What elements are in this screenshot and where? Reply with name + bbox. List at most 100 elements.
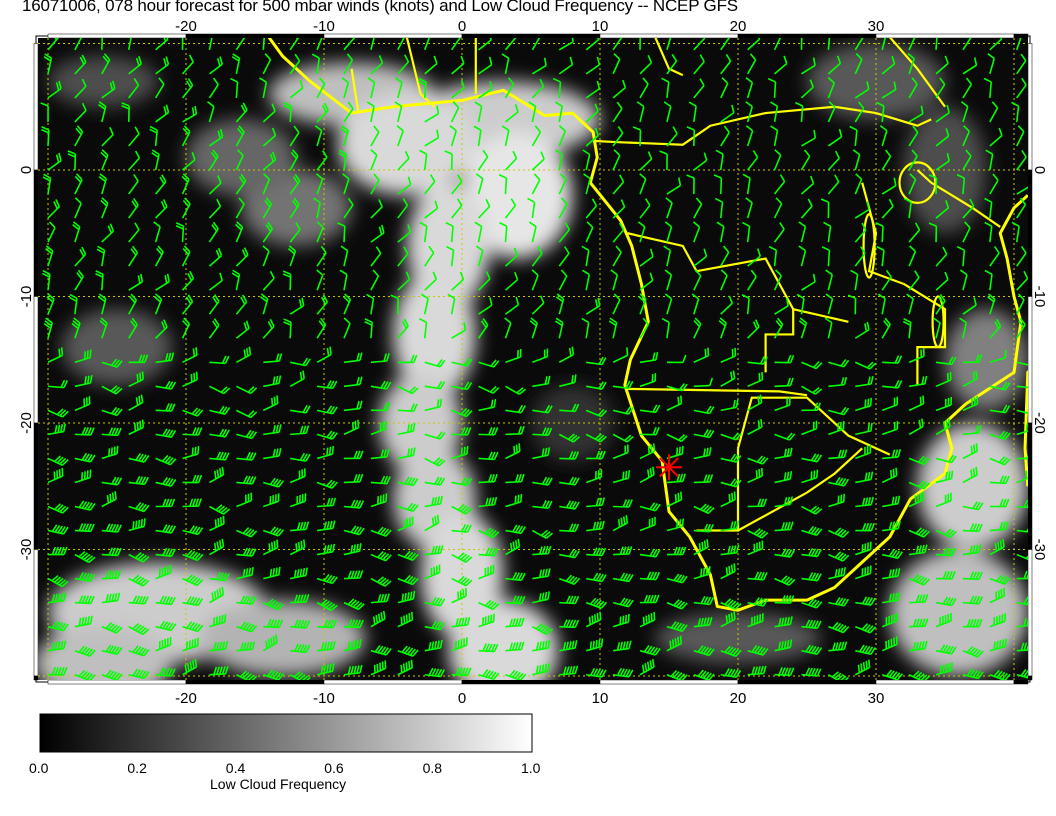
country-border — [737, 447, 863, 532]
wind-barb — [263, 526, 285, 537]
wind-barb — [155, 273, 170, 291]
wind-barb — [908, 222, 921, 243]
wind-barb — [344, 450, 364, 460]
wind-barb — [742, 173, 751, 195]
wind-barb — [208, 198, 222, 219]
wind-barb — [263, 477, 285, 488]
wind-barb — [795, 101, 804, 122]
wind-barb — [340, 125, 349, 147]
wind-barb — [987, 53, 996, 75]
wind-barb — [424, 476, 446, 486]
wind-barb — [612, 572, 634, 583]
lat-lon-grid — [38, 38, 1028, 680]
wind-barb — [74, 572, 96, 583]
wind-barb — [558, 433, 580, 443]
wind-barb — [585, 80, 601, 99]
wind-barb — [559, 549, 580, 559]
wind-barb — [128, 419, 145, 436]
wind-barb — [636, 101, 645, 123]
wind-barb — [558, 222, 571, 243]
wind-barb — [693, 221, 701, 243]
wind-barb — [342, 173, 350, 195]
wind-barb — [1016, 197, 1027, 219]
wind-barb — [531, 622, 554, 636]
wind-barb — [559, 595, 580, 605]
wind-barb — [720, 347, 737, 364]
wind-barb — [989, 456, 1011, 466]
wind-barb — [989, 574, 1011, 585]
wind-barb — [854, 246, 866, 267]
wind-barb — [850, 269, 859, 291]
wind-barb — [451, 637, 468, 652]
wind-barb — [289, 671, 311, 680]
cloud-patch — [531, 385, 614, 461]
wind-barb — [558, 38, 574, 51]
wind-barb — [182, 371, 198, 388]
wind-barb — [962, 125, 971, 147]
wind-barb — [397, 176, 412, 195]
wind-barb — [693, 405, 715, 415]
wind-barb — [209, 466, 225, 484]
wind-barb — [182, 637, 199, 652]
wind-barb — [639, 38, 642, 50]
wind-barb — [693, 152, 708, 171]
wind-barb — [612, 101, 623, 123]
wind-barb — [527, 197, 536, 219]
wind-barb — [101, 476, 123, 486]
wind-barb — [209, 641, 229, 652]
wind-barb — [586, 381, 607, 390]
wind-barb — [935, 644, 957, 655]
wind-barb — [121, 102, 130, 122]
country-border — [405, 38, 436, 108]
wind-barb — [531, 173, 541, 195]
wind-barb — [639, 77, 649, 99]
wind-barb — [181, 270, 195, 291]
wind-barb — [664, 221, 673, 243]
wind-barb — [882, 568, 901, 580]
wind-barb — [666, 473, 686, 484]
wind-barb — [747, 597, 769, 607]
wind-barb — [585, 56, 601, 75]
country-border — [350, 68, 360, 114]
wind-barb — [451, 575, 473, 587]
wind-barb — [935, 612, 952, 628]
wind-barb — [424, 380, 446, 390]
wind-barb — [801, 385, 823, 395]
wind-barb — [691, 293, 700, 315]
wind-barb — [639, 571, 661, 581]
wind-barb — [1016, 125, 1025, 147]
wind-barb — [390, 294, 399, 315]
lat-tick-left: 0 — [18, 166, 35, 174]
wind-barb — [774, 354, 795, 364]
wind-barb — [290, 425, 310, 436]
wind-barb — [855, 522, 875, 532]
wind-barb — [343, 376, 363, 388]
wind-barb — [881, 81, 897, 99]
wind-barb — [693, 78, 705, 99]
wind-barb — [935, 200, 950, 219]
wind-barb — [935, 356, 957, 366]
wind-barb — [828, 376, 848, 388]
wind-barb — [989, 101, 999, 123]
wind-barb — [397, 502, 419, 513]
wind-barb — [935, 470, 954, 484]
wind-barb — [128, 354, 149, 364]
wind-barb — [876, 101, 885, 123]
wind-barb — [720, 104, 735, 123]
wind-barb — [558, 269, 568, 291]
colorbar — [39, 713, 533, 753]
wind-barb — [343, 352, 363, 364]
wind-barb — [720, 453, 742, 463]
wind-barb — [316, 346, 332, 363]
wind-barb — [317, 497, 337, 508]
wind-barb — [801, 505, 823, 515]
wind-barb — [128, 197, 139, 219]
wind-barb — [854, 53, 863, 75]
wind-barb — [343, 197, 354, 219]
wind-barb — [693, 197, 703, 219]
lon-tick-top: -10 — [313, 18, 335, 35]
wind-barb — [451, 588, 468, 604]
wind-barb — [101, 406, 123, 417]
map-title: 16071006, 078 hour forecast for 500 mbar… — [22, 0, 738, 15]
